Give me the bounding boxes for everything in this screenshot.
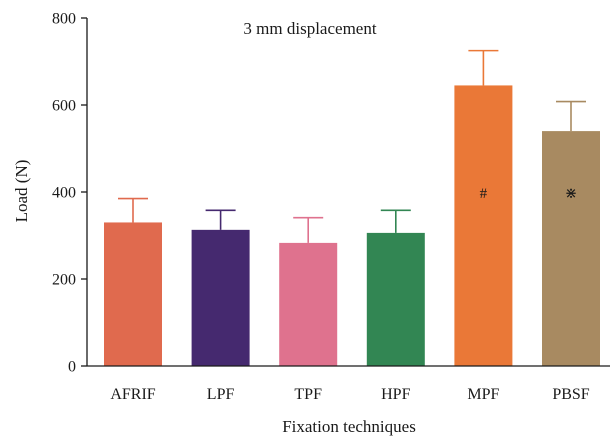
x-tick-label-hpf: HPF <box>381 386 410 403</box>
bar-afrif <box>104 222 162 366</box>
bar-pbsf <box>542 131 600 366</box>
y-tick-label: 0 <box>68 359 76 376</box>
error-bars <box>118 51 586 243</box>
y-tick-label: 400 <box>52 185 76 202</box>
y-axis-ticks: 0 200 400 600 800 <box>52 11 87 376</box>
significance-marker-pbsf: ⋇ <box>565 186 578 202</box>
x-tick-label-lpf: LPF <box>207 386 235 403</box>
y-axis-title: Load (N) <box>12 160 31 223</box>
bar-mpf <box>454 85 512 366</box>
y-tick-label: 800 <box>52 11 76 28</box>
x-tick-label-mpf: MPF <box>467 386 499 403</box>
chart-title: 3 mm displacement <box>243 19 376 38</box>
x-tick-label-tpf: TPF <box>294 386 322 403</box>
bar-tpf <box>279 243 337 366</box>
bar-lpf <box>192 230 250 366</box>
bar-hpf <box>367 233 425 366</box>
y-tick-label: 200 <box>52 272 76 289</box>
x-tick-label-afrif: AFRIF <box>110 386 155 403</box>
significance-marker-mpf: # <box>480 186 488 202</box>
x-tick-label-pbsf: PBSF <box>552 386 589 403</box>
bars <box>104 85 600 366</box>
y-tick-label: 600 <box>52 98 76 115</box>
x-axis-labels: AFRIF LPF TPF HPF MPF PBSF <box>110 386 589 403</box>
x-axis-title: Fixation techniques <box>282 417 416 436</box>
